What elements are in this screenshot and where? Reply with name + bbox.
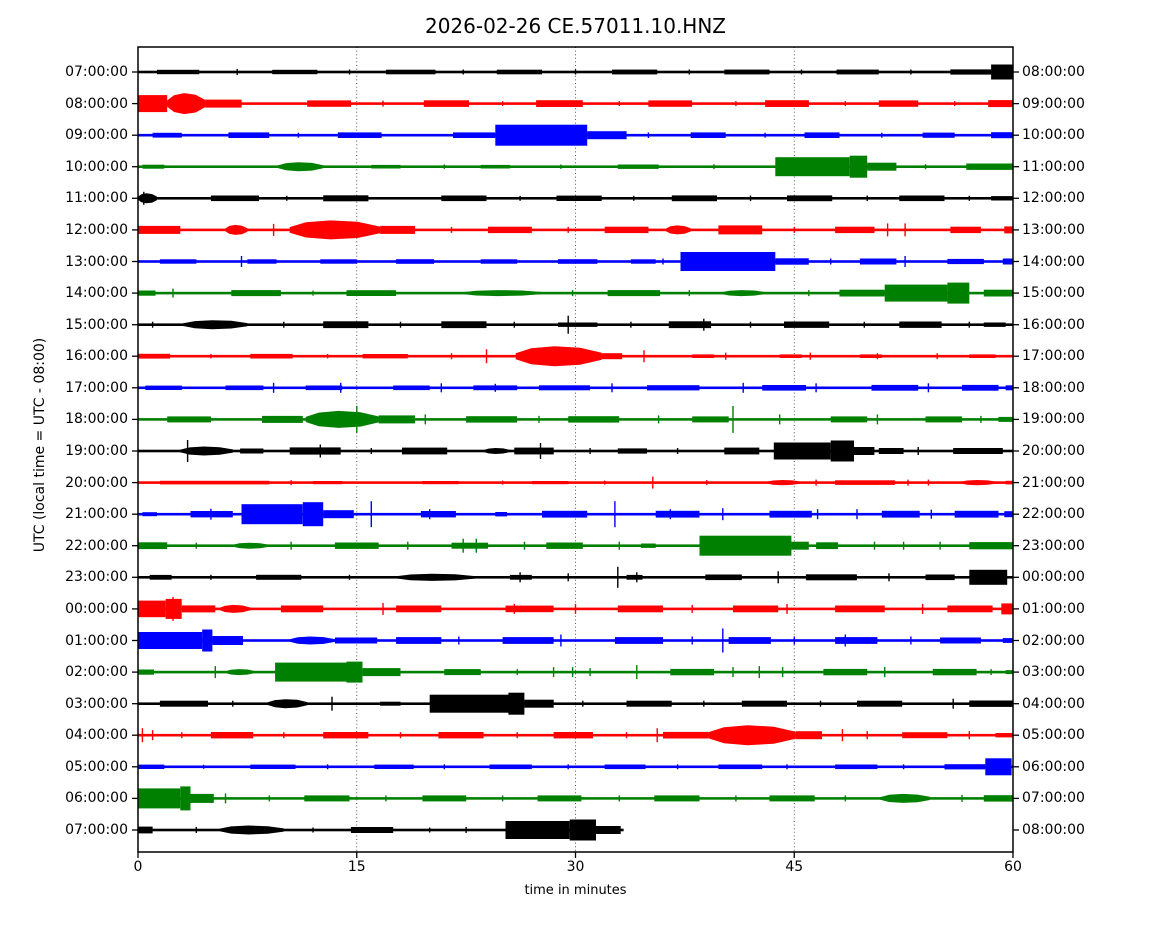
x-tick-label: 0 (133, 859, 143, 875)
right-time-label: 09:00:00 (1022, 95, 1085, 112)
trace-row-23 (138, 786, 1013, 811)
right-time-label: 01:00:00 (1022, 600, 1085, 617)
left-time-label: 16:00:00 (65, 348, 128, 365)
x-tick-label: 15 (347, 859, 366, 875)
x-tick-label: 45 (785, 859, 804, 875)
trace-row-7 (138, 282, 1013, 304)
right-time-label: 17:00:00 (1022, 348, 1085, 365)
right-time-label: 06:00:00 (1022, 758, 1085, 775)
trace-row-16 (138, 566, 1013, 588)
trace-row-24 (138, 819, 624, 841)
left-time-label: 15:00:00 (65, 316, 128, 333)
trace-row-0 (138, 64, 1013, 80)
right-time-label: 10:00:00 (1022, 127, 1085, 144)
trace-row-18 (138, 628, 1013, 653)
left-time-label: 22:00:00 (65, 537, 128, 554)
left-time-label: 21:00:00 (65, 506, 128, 523)
trace-row-6 (138, 252, 1013, 271)
trace-row-1 (138, 93, 1013, 115)
left-time-label: 06:00:00 (65, 790, 128, 807)
trace-row-3 (138, 155, 1013, 178)
right-time-label: 14:00:00 (1022, 253, 1085, 270)
left-time-label: 20:00:00 (65, 474, 128, 491)
left-time-label: 05:00:00 (65, 758, 128, 775)
left-time-label: 00:00:00 (65, 600, 128, 617)
right-time-label: 13:00:00 (1022, 221, 1085, 238)
right-time-label: 22:00:00 (1022, 506, 1085, 523)
right-time-label: 21:00:00 (1022, 474, 1085, 491)
right-time-label: 20:00:00 (1022, 443, 1085, 459)
right-time-label: 23:00:00 (1022, 537, 1085, 554)
trace-row-14 (138, 501, 1014, 528)
trace-row-9 (138, 346, 1013, 367)
left-time-label: 18:00:00 (65, 411, 128, 428)
left-time-label: 07:00:00 (65, 822, 128, 838)
trace-row-4 (138, 191, 1013, 205)
trace-row-15 (138, 535, 1014, 556)
x-axis-label: time in minutes (524, 883, 627, 898)
trace-row-19 (138, 661, 1013, 683)
left-time-label: 03:00:00 (65, 695, 128, 712)
left-time-label: 13:00:00 (65, 253, 128, 270)
trace-row-5 (138, 220, 1014, 240)
trace-row-13 (138, 476, 1013, 489)
left-time-label: 19:00:00 (65, 443, 128, 459)
left-time-label: 07:00:00 (65, 64, 128, 80)
trace-row-12 (138, 440, 1013, 462)
trace-row-21 (138, 725, 1013, 746)
right-time-label: 18:00:00 (1022, 379, 1085, 396)
right-time-label: 00:00:00 (1022, 569, 1085, 586)
left-time-label: 12:00:00 (65, 221, 128, 238)
trace-row-22 (138, 758, 1013, 776)
right-time-label: 02:00:00 (1022, 632, 1085, 649)
right-time-label: 05:00:00 (1022, 727, 1085, 744)
plot-title: 2026-02-26 CE.57011.10.HNZ (424, 14, 727, 38)
right-time-label: 11:00:00 (1022, 158, 1085, 175)
trace-row-10 (138, 382, 1013, 393)
left-time-label: 01:00:00 (65, 632, 128, 649)
right-time-label: 07:00:00 (1022, 790, 1085, 807)
x-tick-label: 30 (566, 859, 585, 875)
right-time-label: 12:00:00 (1022, 190, 1085, 207)
right-time-label: 16:00:00 (1022, 316, 1085, 333)
left-time-label: 23:00:00 (65, 569, 128, 586)
left-time-label: 14:00:00 (65, 285, 128, 302)
right-time-label: 04:00:00 (1022, 695, 1085, 712)
trace-row-20 (138, 692, 1014, 715)
trace-row-2 (138, 124, 1013, 146)
right-time-label: 03:00:00 (1022, 664, 1085, 681)
left-time-label: 10:00:00 (65, 158, 128, 175)
x-tick-label: 60 (1004, 859, 1022, 875)
trace-row-8 (138, 315, 1013, 334)
left-time-label: 11:00:00 (65, 190, 128, 207)
left-time-label: 04:00:00 (65, 727, 128, 744)
left-time-label: 08:00:00 (65, 95, 128, 112)
right-time-label: 19:00:00 (1022, 411, 1085, 428)
right-time-label: 08:00:00 (1022, 64, 1085, 80)
right-time-label: 08:00:00 (1022, 822, 1085, 838)
left-time-label: 02:00:00 (65, 664, 128, 681)
trace-row-11 (138, 405, 1013, 433)
trace-row-17 (138, 596, 1013, 621)
left-time-label: 17:00:00 (65, 379, 128, 396)
right-time-label: 15:00:00 (1022, 285, 1085, 302)
left-time-label: 09:00:00 (65, 127, 128, 144)
